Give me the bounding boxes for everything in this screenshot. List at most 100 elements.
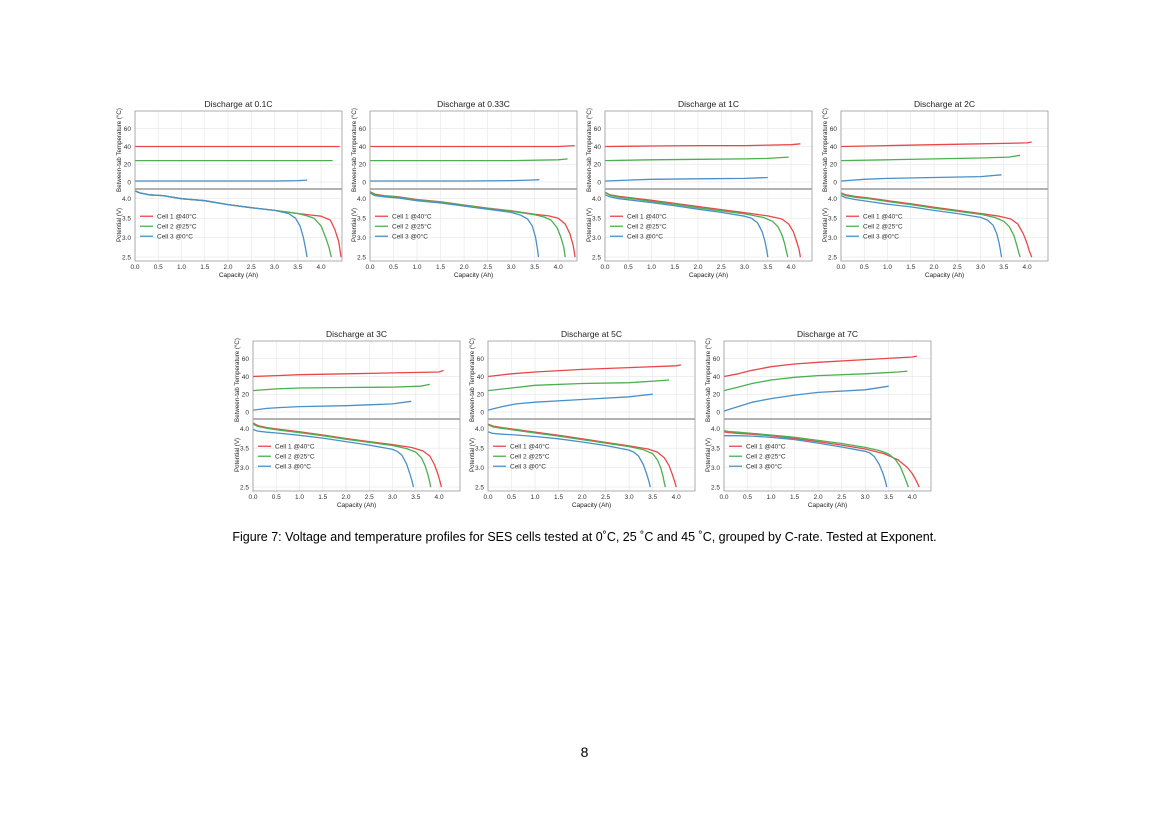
legend-label: Cell 2 @25°C bbox=[746, 453, 786, 461]
voltage-tick-label: 2.5 bbox=[592, 255, 601, 262]
x-tick-label: 4.0 bbox=[317, 264, 326, 271]
temp-tick-label: 0 bbox=[245, 409, 249, 416]
x-tick-label: 0.5 bbox=[389, 264, 398, 271]
voltage-axis-label: Potential (V) bbox=[351, 208, 358, 242]
x-tick-label: 2.0 bbox=[930, 264, 939, 271]
legend-label: Cell 3 @0°C bbox=[627, 233, 663, 241]
x-tick-label: 3.5 bbox=[884, 494, 893, 501]
x-tick-label: 3.5 bbox=[293, 264, 302, 271]
voltage-axis-label: Potential (V) bbox=[469, 438, 476, 472]
x-tick-label: 3.0 bbox=[976, 264, 985, 271]
chart-panel-6: Discharge at 5C 0 20 40 60 2.5 3.0 3.5 4.0 0.0 0.5… bbox=[469, 329, 696, 509]
plot-frame bbox=[487, 340, 696, 492]
voltage-axis-label: Potential (V) bbox=[116, 208, 123, 242]
x-tick-label: 3.5 bbox=[763, 264, 772, 271]
x-tick-label: 1.0 bbox=[883, 264, 892, 271]
x-axis-label: Capacity (Ah) bbox=[925, 272, 964, 279]
temperature-line-cell-1 bbox=[487, 364, 682, 378]
x-tick-label: 0.5 bbox=[154, 264, 163, 271]
x-tick-label: 2.0 bbox=[694, 264, 703, 271]
chart-title: Discharge at 3C bbox=[326, 329, 387, 339]
x-tick-label: 4.0 bbox=[435, 494, 444, 501]
chart-panel-5: Discharge at 3C 0 20 40 60 2.5 3.0 3.5 4.0 0.0 0.5… bbox=[234, 329, 461, 509]
temperature-line-cell-2 bbox=[604, 156, 789, 162]
voltage-tick-label: 2.5 bbox=[828, 255, 837, 262]
voltage-tick-label: 3.0 bbox=[240, 465, 249, 472]
x-tick-label: 1.5 bbox=[554, 494, 563, 501]
x-tick-label: 3.0 bbox=[861, 494, 870, 501]
legend-label: Cell 2 @25°C bbox=[863, 223, 903, 231]
x-tick-label: 1.0 bbox=[295, 494, 304, 501]
x-tick-label: 4.0 bbox=[672, 494, 681, 501]
temperature-plot-area bbox=[370, 111, 577, 189]
temperature-line-cell-1 bbox=[252, 369, 444, 378]
chart-title: Discharge at 1C bbox=[678, 99, 739, 109]
legend-label: Cell 3 @0°C bbox=[157, 233, 193, 241]
voltage-tick-label: 3.0 bbox=[711, 465, 720, 472]
temp-tick-label: 40 bbox=[359, 144, 367, 151]
voltage-tick-label: 4.0 bbox=[711, 426, 720, 433]
x-tick-label: 1.0 bbox=[177, 264, 186, 271]
temperature-axis-label: Between-tab Temperature (°C) bbox=[351, 108, 358, 192]
legend-label: Cell 2 @25°C bbox=[392, 223, 432, 231]
temp-tick-label: 40 bbox=[594, 144, 602, 151]
temperature-axis-label: Between-tab Temperature (°C) bbox=[822, 108, 829, 192]
voltage-plot-area bbox=[841, 189, 1048, 261]
voltage-tick-label: 4.0 bbox=[828, 196, 837, 203]
voltage-tick-label: 3.0 bbox=[828, 235, 837, 242]
x-tick-label: 0.0 bbox=[365, 264, 374, 271]
voltage-tick-label: 2.5 bbox=[475, 485, 484, 492]
voltage-tick-label: 4.0 bbox=[357, 196, 366, 203]
legend-label: Cell 1 @40°C bbox=[157, 213, 197, 221]
x-tick-label: 0.0 bbox=[483, 494, 492, 501]
voltage-plot-area bbox=[724, 419, 931, 491]
x-axis-label: Capacity (Ah) bbox=[337, 502, 376, 509]
plot-frame bbox=[723, 340, 932, 492]
x-tick-label: 3.5 bbox=[999, 264, 1008, 271]
figure-caption: Figure 7: Voltage and temperature profil… bbox=[232, 530, 937, 544]
x-tick-label: 0.0 bbox=[719, 494, 728, 501]
voltage-tick-label: 4.0 bbox=[475, 426, 484, 433]
x-tick-label: 2.5 bbox=[953, 264, 962, 271]
temp-tick-label: 0 bbox=[833, 179, 837, 186]
legend-label: Cell 1 @40°C bbox=[627, 213, 667, 221]
x-tick-label: 2.0 bbox=[224, 264, 233, 271]
temp-tick-label: 60 bbox=[594, 126, 602, 133]
x-tick-label: 0.5 bbox=[743, 494, 752, 501]
temperature-line-cell-3 bbox=[723, 385, 889, 412]
legend-label: Cell 3 @0°C bbox=[275, 463, 311, 471]
voltage-tick-label: 3.0 bbox=[357, 235, 366, 242]
x-tick-label: 2.5 bbox=[247, 264, 256, 271]
voltage-line-cell-1 bbox=[252, 422, 443, 488]
voltage-plot-area bbox=[370, 189, 577, 261]
legend-label: Cell 2 @25°C bbox=[157, 223, 197, 231]
x-tick-label: 2.5 bbox=[837, 494, 846, 501]
temp-tick-label: 60 bbox=[242, 356, 250, 363]
temperature-line-cell-2 bbox=[487, 379, 670, 392]
x-tick-label: 2.5 bbox=[483, 264, 492, 271]
voltage-line-cell-1 bbox=[604, 191, 802, 258]
temp-tick-label: 0 bbox=[480, 409, 484, 416]
x-tick-label: 1.0 bbox=[413, 264, 422, 271]
temp-tick-label: 20 bbox=[830, 162, 838, 169]
voltage-line-cell-2 bbox=[487, 424, 667, 488]
temperature-line-cell-1 bbox=[840, 141, 1032, 148]
temperature-line-cell-3 bbox=[840, 174, 1002, 182]
plot-frame bbox=[369, 110, 578, 262]
legend-label: Cell 1 @40°C bbox=[863, 213, 903, 221]
voltage-line-cell-1 bbox=[840, 192, 1033, 258]
voltage-tick-label: 3.0 bbox=[475, 465, 484, 472]
chart-title: Discharge at 0.1C bbox=[204, 99, 272, 109]
voltage-tick-label: 3.0 bbox=[122, 235, 131, 242]
legend-label: Cell 2 @25°C bbox=[275, 453, 315, 461]
x-tick-label: 2.5 bbox=[601, 494, 610, 501]
x-tick-label: 4.0 bbox=[908, 494, 917, 501]
voltage-tick-label: 3.5 bbox=[122, 216, 131, 223]
voltage-line-cell-3 bbox=[724, 435, 888, 488]
legend-label: Cell 2 @25°C bbox=[510, 453, 550, 461]
voltage-line-cell-2 bbox=[252, 423, 432, 488]
temp-tick-label: 0 bbox=[597, 179, 601, 186]
temperature-plot-area bbox=[135, 111, 342, 189]
x-tick-label: 1.0 bbox=[767, 494, 776, 501]
voltage-tick-label: 3.5 bbox=[828, 216, 837, 223]
